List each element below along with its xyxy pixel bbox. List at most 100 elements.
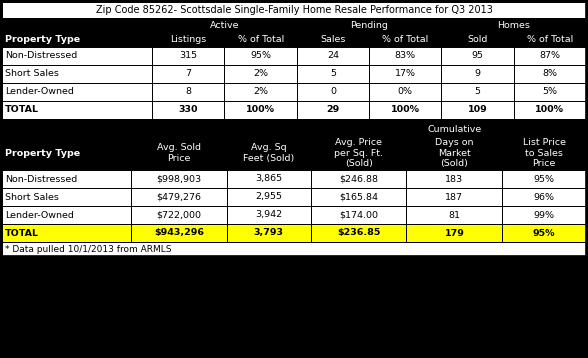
Bar: [2, 119, 586, 124]
Bar: [131, 170, 227, 188]
Text: 96%: 96%: [534, 193, 554, 202]
Text: Sales: Sales: [320, 35, 346, 44]
Bar: [2, 101, 152, 119]
Text: Short Sales: Short Sales: [5, 69, 59, 78]
Text: * Data pulled 10/1/2013 from ARMLS: * Data pulled 10/1/2013 from ARMLS: [5, 245, 172, 253]
Bar: [2, 33, 586, 47]
Bar: [406, 188, 502, 206]
Bar: [227, 188, 310, 206]
Bar: [2, 206, 131, 224]
Text: $174.00: $174.00: [339, 211, 378, 219]
Bar: [514, 47, 586, 65]
Text: 81: 81: [449, 211, 460, 219]
Text: 5: 5: [330, 69, 336, 78]
Bar: [406, 206, 502, 224]
Text: 330: 330: [179, 106, 198, 115]
Bar: [152, 83, 225, 101]
Text: 179: 179: [445, 228, 465, 237]
Text: 100%: 100%: [535, 106, 564, 115]
Text: Avg. Sq
Feet (Sold): Avg. Sq Feet (Sold): [243, 143, 295, 163]
Text: $165.84: $165.84: [339, 193, 378, 202]
Text: Avg. Sold
Price: Avg. Sold Price: [157, 143, 201, 163]
Text: 8: 8: [185, 87, 191, 97]
Bar: [131, 224, 227, 242]
Bar: [369, 65, 442, 83]
Text: 187: 187: [445, 193, 463, 202]
Text: 83%: 83%: [395, 52, 416, 61]
Text: 0: 0: [330, 87, 336, 97]
Text: 95: 95: [472, 52, 483, 61]
Text: Pending: Pending: [350, 21, 388, 30]
Bar: [2, 65, 152, 83]
Text: TOTAL: TOTAL: [5, 228, 39, 237]
Bar: [297, 47, 369, 65]
Bar: [310, 224, 406, 242]
Bar: [310, 206, 406, 224]
Bar: [2, 124, 586, 136]
Text: Cumulative: Cumulative: [427, 126, 482, 135]
Text: $246.88: $246.88: [339, 174, 378, 184]
Bar: [2, 188, 131, 206]
Text: % of Total: % of Total: [238, 35, 284, 44]
Bar: [2, 170, 131, 188]
Text: 29: 29: [326, 106, 339, 115]
Text: Short Sales: Short Sales: [5, 193, 59, 202]
Bar: [502, 170, 586, 188]
Text: TOTAL: TOTAL: [5, 106, 39, 115]
Bar: [2, 136, 586, 170]
Text: Non-Distressed: Non-Distressed: [5, 52, 77, 61]
Bar: [131, 206, 227, 224]
Bar: [152, 101, 225, 119]
Bar: [442, 47, 514, 65]
Bar: [442, 65, 514, 83]
Bar: [225, 83, 297, 101]
Text: % of Total: % of Total: [382, 35, 429, 44]
Text: Active: Active: [210, 21, 239, 30]
Text: 3,942: 3,942: [255, 211, 282, 219]
Bar: [502, 224, 586, 242]
Bar: [369, 47, 442, 65]
Text: 24: 24: [327, 52, 339, 61]
Bar: [310, 188, 406, 206]
Text: 100%: 100%: [391, 106, 420, 115]
Bar: [227, 206, 310, 224]
Bar: [2, 2, 586, 18]
Text: 3,793: 3,793: [254, 228, 284, 237]
Text: 8%: 8%: [542, 69, 557, 78]
Text: Property Type: Property Type: [5, 35, 80, 44]
Text: $943,296: $943,296: [154, 228, 204, 237]
Bar: [514, 101, 586, 119]
Text: 87%: 87%: [539, 52, 560, 61]
Bar: [2, 83, 152, 101]
Text: Days on
Market
(Sold): Days on Market (Sold): [435, 138, 473, 168]
Bar: [310, 170, 406, 188]
Text: Listings: Listings: [170, 35, 206, 44]
Text: 3,865: 3,865: [255, 174, 282, 184]
Bar: [297, 83, 369, 101]
Bar: [502, 206, 586, 224]
Text: 5: 5: [475, 87, 480, 97]
Text: 17%: 17%: [395, 69, 416, 78]
Text: 2%: 2%: [253, 69, 268, 78]
Text: Sold: Sold: [467, 35, 487, 44]
Text: 100%: 100%: [246, 106, 275, 115]
Text: Avg. Price
per Sq. Ft.
(Sold): Avg. Price per Sq. Ft. (Sold): [334, 138, 383, 168]
Bar: [131, 188, 227, 206]
Text: $479,276: $479,276: [156, 193, 202, 202]
Text: 183: 183: [445, 174, 463, 184]
Bar: [514, 65, 586, 83]
Bar: [227, 170, 310, 188]
Bar: [297, 101, 369, 119]
Text: 95%: 95%: [533, 228, 555, 237]
Bar: [2, 2, 586, 256]
Bar: [406, 224, 502, 242]
Text: List Price
to Sales
Price: List Price to Sales Price: [523, 138, 566, 168]
Bar: [2, 47, 152, 65]
Text: Lender-Owned: Lender-Owned: [5, 87, 74, 97]
Bar: [2, 242, 586, 256]
Bar: [225, 65, 297, 83]
Text: $236.85: $236.85: [337, 228, 380, 237]
Text: Non-Distressed: Non-Distressed: [5, 174, 77, 184]
Bar: [227, 224, 310, 242]
Text: 99%: 99%: [534, 211, 554, 219]
